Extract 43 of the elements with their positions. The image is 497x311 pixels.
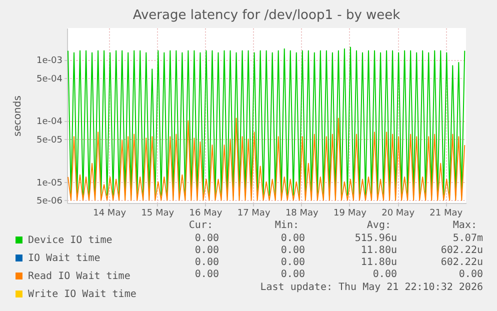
y-axis-title: seconds: [12, 96, 24, 136]
text: Max:: [452, 220, 477, 232]
y-tick-label: 5e-05: [36, 136, 62, 146]
text: 5.07m: [452, 233, 483, 245]
y-tick-label: 1e-03: [36, 56, 62, 66]
text: 0.00: [280, 257, 305, 269]
legend-label: Write IO Wait time: [28, 289, 136, 300]
x-tick-label: 21 May: [430, 208, 464, 218]
text: 0.00: [280, 269, 305, 281]
x-tick-label: 20 May: [382, 208, 416, 218]
x-tick-label: 14 May: [93, 208, 127, 218]
y-tick-label: 1e-05: [36, 178, 62, 188]
text: 0.00: [194, 245, 219, 257]
text: 602.22u: [440, 245, 483, 257]
text: 602.22u: [440, 257, 483, 269]
chart-title: Average latency for /dev/loop1 - by week: [132, 8, 401, 23]
text: 11.80u: [360, 257, 397, 269]
text: 0.00: [280, 245, 305, 257]
x-tick-label: 16 May: [189, 208, 223, 218]
x-tick-label: 19 May: [334, 208, 368, 218]
x-tick-label: 15 May: [141, 208, 175, 218]
y-tick-label: 1e-04: [36, 117, 63, 128]
y-tick-label: 5e-04: [36, 74, 63, 85]
text: Last update: Thu May 21 22:10:32 2026: [260, 282, 483, 294]
legend-label: IO Wait time: [28, 253, 100, 264]
text: 0.00: [280, 233, 305, 245]
x-tick-label: 18 May: [285, 208, 320, 218]
text: 0.00: [194, 257, 219, 269]
legend-label: Device IO time: [28, 235, 112, 246]
text: 0.00: [194, 269, 219, 281]
text: Cur:: [188, 220, 213, 232]
legend-label: Read IO Wait time: [28, 271, 130, 282]
line-series: [68, 46, 466, 196]
text: 0.00: [458, 269, 483, 281]
text: 0.00: [372, 269, 397, 281]
x-tick-label: 17 May: [237, 208, 271, 218]
text: 515.96u: [354, 233, 397, 245]
text: 11.80u: [360, 245, 397, 257]
text: Min:: [274, 220, 299, 232]
line-series: [68, 118, 466, 201]
y-tick-label: 5e-06: [36, 196, 63, 207]
text: 0.00: [194, 233, 219, 245]
text: Avg:: [366, 220, 391, 232]
